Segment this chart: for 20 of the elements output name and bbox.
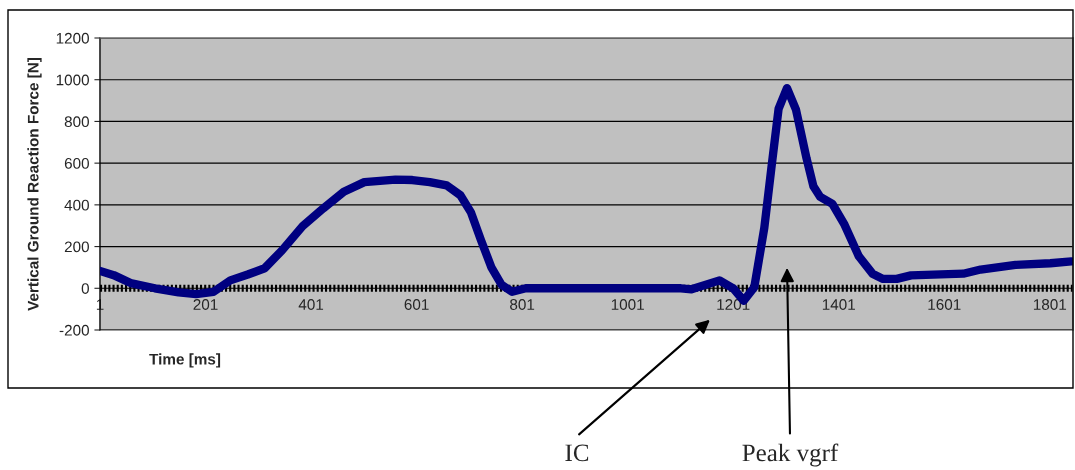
x-tick-label: 1801: [1033, 299, 1067, 310]
y-tick-label: 0: [81, 283, 89, 294]
x-tick-label: 1401: [822, 299, 855, 310]
y-axis-title: Vertical Ground Reaction Force [N]: [27, 57, 42, 311]
x-tick-label: 1001: [611, 299, 644, 310]
text: Peak vgrf: [742, 443, 839, 467]
text: IC: [565, 444, 589, 462]
x-axis-title: Time [ms]: [149, 353, 221, 368]
x-tick-label: 1601: [928, 299, 961, 310]
y-tick-label: 1000: [56, 74, 89, 86]
x-tick-label: 401: [298, 299, 324, 310]
x-tick-label: 601: [404, 299, 429, 310]
y-tick-label: 600: [64, 158, 89, 169]
y-tick-label: 1200: [56, 32, 89, 44]
y-tick-label: 400: [64, 199, 89, 211]
x-tick-label: 801: [510, 299, 535, 310]
y-tick-label: -200: [59, 324, 89, 336]
x-tick-label: 201: [193, 299, 218, 310]
y-tick-label: 200: [64, 241, 89, 253]
y-tick-label: 800: [64, 116, 89, 128]
